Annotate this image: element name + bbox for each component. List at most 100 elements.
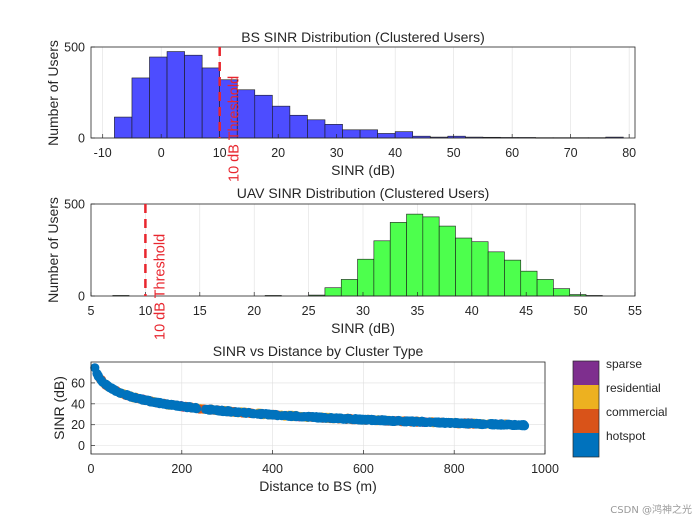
scatter-point-hotspot: [519, 421, 530, 431]
uav-x-ticks: 5 10 15 20 25 30 35 40 45 50 55: [88, 292, 642, 318]
scatter-y-ticks: 0 20 40 60: [71, 376, 95, 453]
scatter-point-hotspot: [171, 400, 181, 411]
scatter-point-hotspot: [299, 411, 309, 422]
bs-y-axis-label: Number of Users: [45, 40, 61, 146]
uav-y-tick-label: 0: [78, 290, 85, 304]
legend-swatch-hotspot: [573, 433, 599, 457]
scatter-chart-title: SINR vs Distance by Cluster Type: [213, 343, 424, 359]
scatter-point-hotspot: [388, 415, 398, 426]
uav-histogram-bar: [373, 240, 391, 297]
bs-x-tick-label: 80: [622, 146, 636, 160]
uav-y-ticks: 0 500: [64, 198, 95, 304]
uav-threshold-label: 10 dB Threshold: [152, 234, 168, 340]
scatter-point-hotspot: [284, 411, 294, 421]
scatter-point-hotspot: [153, 397, 164, 408]
scatter-point-hotspot: [182, 402, 193, 412]
scatter-point-hotspot: [489, 420, 500, 430]
scatter-x-tick-label: 200: [171, 462, 192, 476]
bs-axes-box: [90, 46, 636, 139]
bs-sinr-histogram: BS SINR Distribution (Clustered Users) -…: [45, 29, 636, 182]
scatter-x-tick-label: 1000: [531, 462, 559, 476]
scatter-y-tick-label: 20: [71, 418, 85, 432]
bs-x-ticks: -10 0 10 20 30 40 50 60 70 80: [94, 134, 636, 160]
uav-x-tick-label: 30: [356, 304, 370, 318]
uav-histogram-bar: [422, 216, 440, 297]
bs-histogram-bar: [272, 105, 291, 139]
bs-threshold-label: 10 dB Threshold: [227, 76, 243, 182]
bs-histogram-bar: [131, 77, 150, 139]
scatter-y-tick-label: 40: [71, 397, 85, 411]
bs-histogram-bar: [166, 51, 185, 139]
uav-y-tick-label: 500: [64, 198, 85, 212]
bs-chart-title: BS SINR Distribution (Clustered Users): [241, 29, 485, 45]
scatter-point-hotspot: [471, 419, 481, 429]
uav-histogram-bar: [357, 258, 375, 297]
bs-x-tick-label: 60: [505, 146, 519, 160]
bs-histogram-bar: [184, 54, 203, 139]
sinr-vs-distance-scatter: SINR vs Distance by Cluster Type 0 200 400…: [51, 343, 559, 494]
scatter-point-hotspot: [136, 394, 146, 404]
legend-label-residential: residential: [606, 381, 661, 395]
bs-x-tick-label: 70: [564, 146, 578, 160]
scatter-point-hotspot: [496, 419, 507, 429]
uav-histogram-bar: [438, 225, 456, 297]
bs-threshold: 10 dB Threshold: [218, 47, 243, 182]
scatter-point-hotspot: [191, 404, 202, 414]
bs-histogram-bar: [377, 133, 396, 139]
scatter-point-hotspot: [506, 420, 516, 430]
bs-histogram-bar: [394, 131, 414, 139]
bs-histogram-bar: [254, 94, 273, 139]
legend-swatch-sparse: [573, 361, 599, 385]
bs-histogram-bar: [324, 124, 343, 139]
uav-histogram-bar: [553, 288, 571, 297]
legend-label-hotspot: hotspot: [606, 429, 646, 443]
uav-x-tick-label: 40: [465, 304, 479, 318]
uav-x-tick-label: 15: [193, 304, 207, 318]
uav-histogram-bar: [455, 237, 473, 297]
uav-histogram-bar: [536, 279, 554, 297]
uav-histogram-bar: [520, 270, 538, 297]
scatter-axes-box: [90, 361, 546, 455]
scatter-x-axis-label: Distance to BS (m): [259, 478, 376, 494]
scatter-point-hotspot: [216, 406, 227, 416]
bs-x-tick-label: 40: [388, 146, 402, 160]
bs-histogram-bars: [114, 51, 624, 139]
legend-label-commercial: commercial: [606, 405, 667, 419]
uav-histogram-bar: [504, 259, 522, 297]
scatter-y-axis-label: SINR (dB): [51, 376, 67, 440]
scatter-x-tick-label: 600: [353, 462, 374, 476]
uav-x-tick-label: 45: [519, 304, 533, 318]
uav-sinr-histogram: UAV SINR Distribution (Clustered Users) …: [45, 185, 642, 340]
bs-histogram-bar: [201, 67, 220, 139]
scatter-point-hotspot: [164, 400, 174, 410]
scatter-x-ticks: 0 200 400 600 800 1000: [88, 450, 559, 476]
legend-swatch-commercial: [573, 409, 599, 433]
bs-x-tick-label: 20: [271, 146, 285, 160]
scatter-point-hotspot: [319, 412, 330, 423]
legend-label-sparse: sparse: [606, 357, 642, 371]
bs-histogram-bar: [307, 119, 326, 139]
uav-histogram-bar: [340, 279, 358, 297]
bs-x-tick-label: 50: [447, 146, 461, 160]
scatter-point-hotspot: [312, 412, 322, 422]
scatter-point-hotspot: [255, 409, 265, 419]
scatter-y-tick-label: 0: [78, 439, 85, 453]
uav-x-tick-label: 25: [302, 304, 316, 318]
uav-y-axis-label: Number of Users: [45, 197, 61, 303]
scatter-points: [90, 363, 530, 431]
uav-histogram-bar: [487, 251, 505, 297]
scatter-x-tick-label: 400: [262, 462, 283, 476]
scatter-point-hotspot: [109, 385, 119, 395]
bs-histogram-bar: [149, 56, 168, 139]
scatter-point-hotspot: [378, 415, 389, 426]
scatter-x-tick-label: 800: [444, 462, 465, 476]
scatter-point-hotspot: [453, 418, 463, 428]
scatter-point-hotspot: [239, 408, 249, 418]
scatter-point-hotspot: [277, 411, 287, 421]
uav-x-tick-label: 10: [138, 304, 152, 318]
bs-histogram-bar: [359, 129, 378, 139]
bs-x-tick-label: 0: [158, 146, 165, 160]
bs-y-tick-label: 0: [78, 132, 85, 146]
scatter-point-hotspot: [436, 418, 446, 428]
scatter-point-hotspot: [345, 414, 355, 424]
